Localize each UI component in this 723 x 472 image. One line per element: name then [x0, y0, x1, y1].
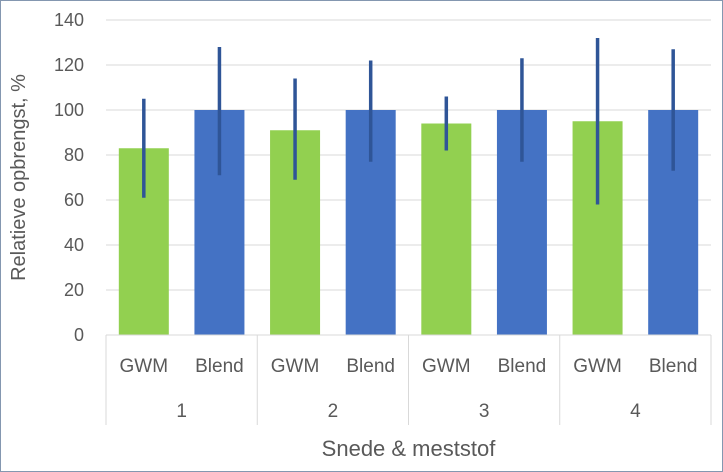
- x-category-label: GWM: [422, 356, 471, 377]
- y-tick-label: 60: [64, 190, 84, 210]
- y-tick-label: 100: [54, 100, 84, 120]
- y-tick-label: 20: [64, 280, 84, 300]
- y-tick-label: 0: [74, 325, 84, 345]
- x-group-label: 4: [630, 401, 641, 422]
- x-group-label: 2: [328, 401, 339, 422]
- x-axis: GWM Blend 1 GWM Blend 2 GWM Blend 3 GWM Blend 4: [105, 334, 712, 425]
- x-group-label: 3: [479, 401, 490, 422]
- y-tick-label: 120: [54, 55, 84, 75]
- y-axis-ticks: 0 20 40 60 80 100 120 140: [54, 10, 84, 345]
- bar-gwm-3: [421, 123, 472, 335]
- y-axis-label: Relatieve opbrengst, %: [8, 74, 30, 281]
- x-group-label: 1: [176, 401, 187, 422]
- x-category-label: Blend: [346, 356, 395, 377]
- x-category-label: Blend: [498, 356, 547, 377]
- error-bars: [142, 38, 675, 205]
- x-category-label: GWM: [573, 356, 622, 377]
- y-tick-label: 80: [64, 145, 84, 165]
- x-category-label: Blend: [649, 356, 698, 377]
- x-category-label: GWM: [271, 356, 320, 377]
- x-category-label: Blend: [195, 356, 244, 377]
- y-tick-label: 140: [54, 10, 84, 30]
- x-axis-label: Snede & meststof: [322, 436, 497, 461]
- y-tick-label: 40: [64, 235, 84, 255]
- x-category-label: GWM: [120, 356, 169, 377]
